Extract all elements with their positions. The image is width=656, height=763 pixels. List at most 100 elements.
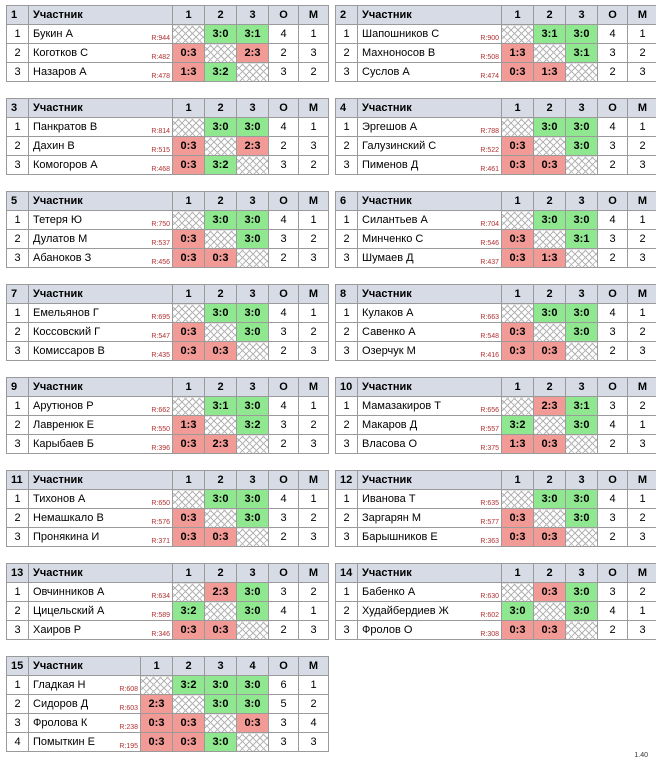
row-number: 2 — [335, 601, 358, 621]
participant-rating: R:537 — [151, 240, 170, 247]
match-result: 0:3 — [236, 713, 269, 733]
self-cell — [172, 210, 205, 230]
participant-name: Бабенко А — [362, 585, 416, 598]
points-value: 2 — [268, 43, 299, 63]
participant-name: Тихонов А — [33, 492, 86, 505]
participant-name-cell: Иванова Т R:635 — [357, 489, 502, 509]
participant-name: Арутюнов Р — [33, 399, 94, 412]
participant-row: 1 Арутюнов Р R:662 3:1 3:0 4 1 — [6, 396, 329, 416]
match-result: 2:3 — [140, 694, 173, 714]
participant-rating: R:630 — [480, 593, 499, 600]
participant-row: 2 Дахин В R:515 0:3 2:3 2 3 — [6, 136, 329, 156]
column-header: 2 — [204, 191, 237, 211]
self-cell — [236, 248, 269, 268]
points-header: О — [268, 191, 299, 211]
column-header: 2 — [533, 470, 566, 490]
column-header: 3 — [236, 377, 269, 397]
column-header: 2 — [204, 377, 237, 397]
group-number: 8 — [335, 284, 358, 304]
participant-rating: R:900 — [480, 35, 499, 42]
row-number: 1 — [6, 24, 29, 44]
place-value: 3 — [627, 155, 656, 175]
row-number: 3 — [6, 713, 29, 733]
match-result: 0:3 — [172, 322, 205, 342]
participant-name-cell: Озерчук М R:416 — [357, 341, 502, 361]
participant-rating: R:577 — [480, 519, 499, 526]
row-number: 2 — [335, 136, 358, 156]
row-number: 3 — [335, 62, 358, 82]
group-table: 8 Участник 1 2 3 О М 1 Кулаков А R:663 3:0 3:0 4 1 2 Са… — [335, 284, 656, 361]
self-cell — [501, 210, 534, 230]
row-number: 2 — [6, 136, 29, 156]
participant-name-cell: Силантьев А R:704 — [357, 210, 502, 230]
match-result: 3:0 — [204, 210, 237, 230]
participant-name-cell: Савенко А R:548 — [357, 322, 502, 342]
participant-name-cell: Назаров А R:478 — [28, 62, 173, 82]
match-result: 0:3 — [501, 527, 534, 547]
participant-row: 1 Тихонов А R:650 3:0 3:0 4 1 — [6, 489, 329, 509]
group-number: 4 — [335, 98, 358, 118]
participant-name: Комиссаров В — [33, 344, 105, 357]
participant-name: Букин А — [33, 27, 73, 40]
self-cell — [204, 229, 237, 249]
points-header: О — [597, 191, 628, 211]
row-number: 2 — [6, 415, 29, 435]
participant-rating: R:602 — [480, 612, 499, 619]
points-value: 3 — [268, 732, 299, 752]
participant-name: Дахин В — [33, 139, 75, 152]
self-cell — [204, 713, 237, 733]
match-result: 3:0 — [204, 675, 237, 695]
match-result: 2:3 — [204, 434, 237, 454]
row-number: 2 — [335, 415, 358, 435]
participant-name-cell: Шумаев Д R:437 — [357, 248, 502, 268]
match-result: 3:0 — [236, 489, 269, 509]
group-header-row: 10 Участник 1 2 3 О М — [335, 377, 656, 397]
place-value: 1 — [298, 117, 329, 137]
match-result: 3:0 — [236, 322, 269, 342]
match-result: 3:0 — [236, 303, 269, 323]
points-value: 4 — [597, 117, 628, 137]
points-header: О — [268, 284, 299, 304]
match-result: 3:0 — [565, 24, 598, 44]
group-table: 14 Участник 1 2 3 О М 1 Бабенко А R:630 0:3 3:0 3 2 2 Х… — [335, 563, 656, 640]
column-header: 3 — [204, 656, 237, 676]
group-table: 9 Участник 1 2 3 О М 1 Арутюнов Р R:662 3:1 3:0 4 1 2 Л… — [6, 377, 329, 454]
column-header: 1 — [172, 563, 205, 583]
column-header: 2 — [533, 284, 566, 304]
self-cell — [172, 24, 205, 44]
match-result: 0:3 — [501, 62, 534, 82]
self-cell — [236, 434, 269, 454]
match-result: 3:0 — [236, 508, 269, 528]
group-number: 6 — [335, 191, 358, 211]
participant-name: Карыбаев Б — [33, 437, 94, 450]
participant-rating: R:656 — [480, 407, 499, 414]
points-value: 2 — [597, 527, 628, 547]
column-header: 1 — [501, 5, 534, 25]
participant-row: 3 Абаноков З R:456 0:3 0:3 2 3 — [6, 248, 329, 268]
match-result: 0:3 — [204, 620, 237, 640]
place-header: М — [298, 377, 329, 397]
points-value: 3 — [268, 229, 299, 249]
participant-rating: R:456 — [151, 259, 170, 266]
column-header: 2 — [172, 656, 205, 676]
points-header: О — [268, 377, 299, 397]
match-result: 0:3 — [501, 341, 534, 361]
match-result: 0:3 — [501, 508, 534, 528]
match-result: 3:0 — [236, 582, 269, 602]
points-header: О — [268, 5, 299, 25]
participant-name-cell: Минченко С R:546 — [357, 229, 502, 249]
group-header-row: 11 Участник 1 2 3 О М — [6, 470, 329, 490]
self-cell — [140, 675, 173, 695]
place-header: М — [627, 377, 656, 397]
place-value: 1 — [298, 601, 329, 621]
participant-row: 2 Коссовский Г R:547 0:3 3:0 3 2 — [6, 322, 329, 342]
participant-name-cell: Лавренюк Е R:550 — [28, 415, 173, 435]
participant-rating: R:371 — [151, 538, 170, 545]
match-result: 3:2 — [204, 155, 237, 175]
row-number: 2 — [6, 508, 29, 528]
column-header: 1 — [501, 98, 534, 118]
points-value: 4 — [268, 210, 299, 230]
points-value: 4 — [268, 303, 299, 323]
participant-header: Участник — [357, 470, 502, 490]
self-cell — [501, 117, 534, 137]
